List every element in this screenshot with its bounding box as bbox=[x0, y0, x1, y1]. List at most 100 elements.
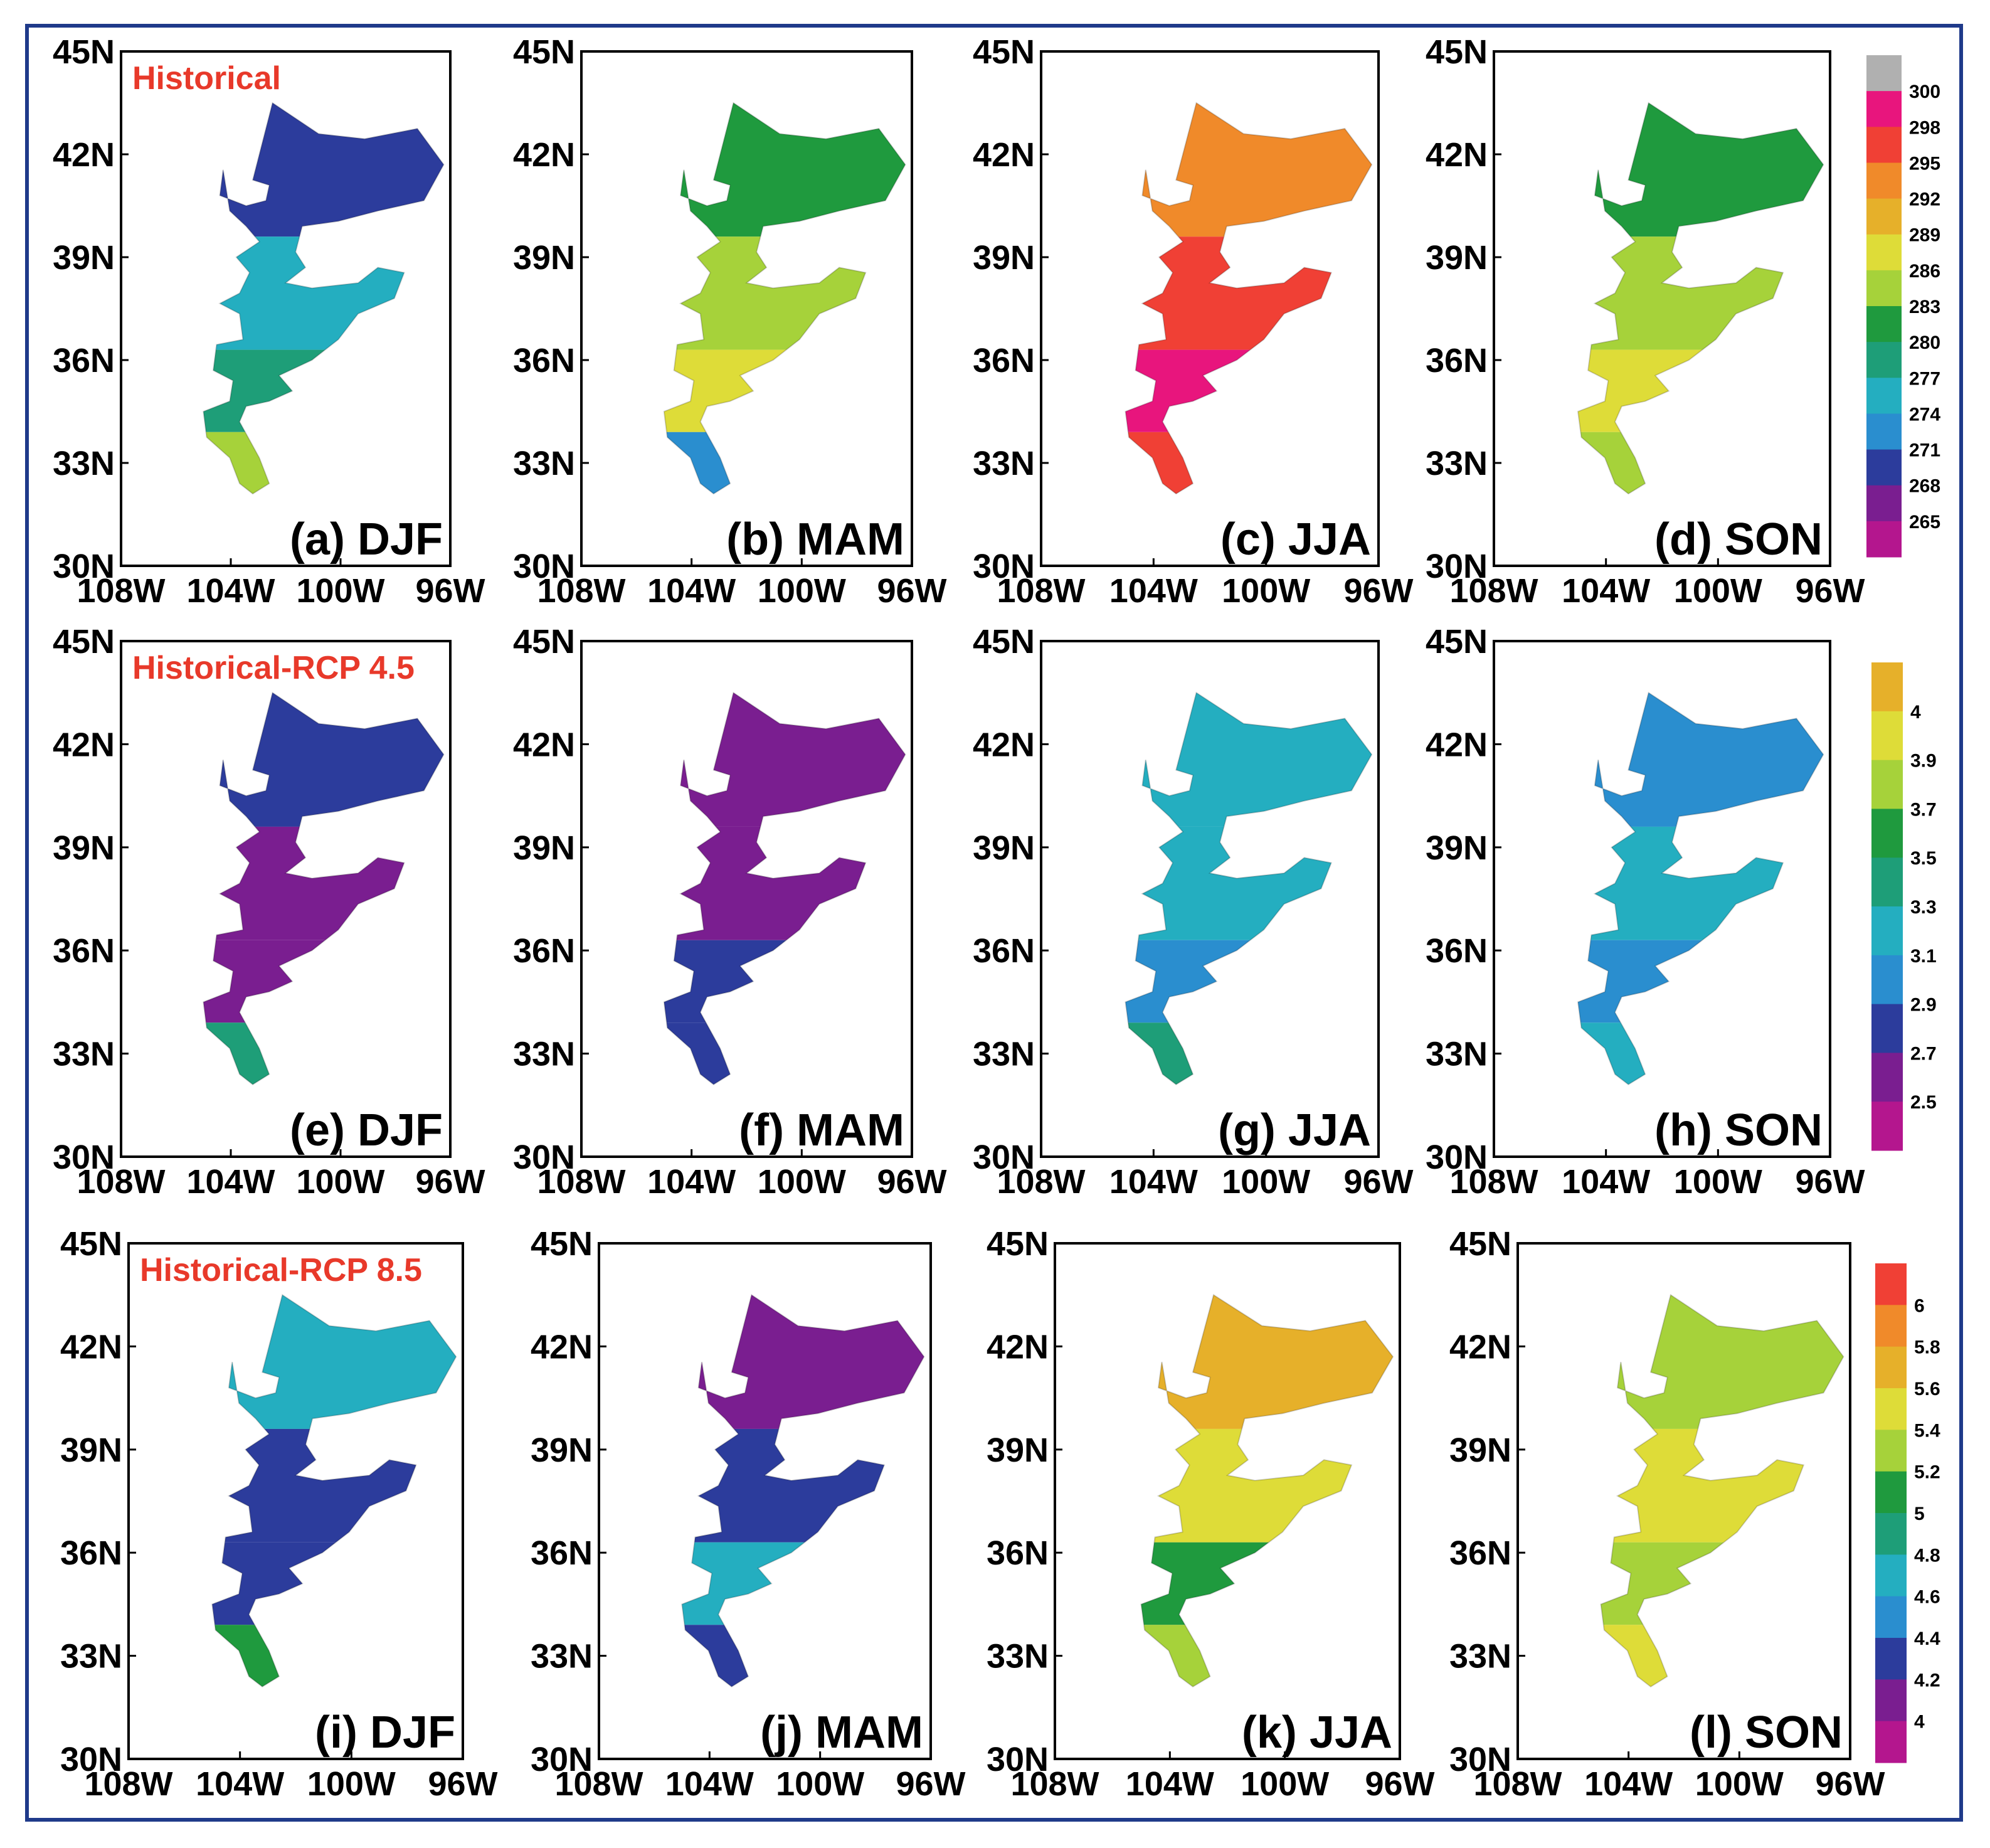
lat-tick-label: 36N bbox=[53, 932, 115, 970]
lon-tick-label: 96W bbox=[1343, 1163, 1413, 1201]
lat-tick-label: 30N bbox=[1426, 1139, 1488, 1176]
colorbar-label: 283 bbox=[1909, 297, 1940, 317]
lat-tick-label: 33N bbox=[53, 445, 115, 482]
lat-tick-label: 30N bbox=[53, 548, 115, 585]
basin-outline bbox=[1577, 691, 1824, 1086]
lon-tick-label: 104W bbox=[1584, 1765, 1673, 1803]
panel-label: (l) SON bbox=[1690, 1707, 1843, 1758]
colorbar-swatch bbox=[1866, 521, 1902, 558]
lat-tick-label: 45N bbox=[60, 1225, 122, 1263]
panel-label: (k) JJA bbox=[1242, 1707, 1392, 1758]
lon-tick-label: 96W bbox=[1365, 1765, 1434, 1803]
lat-tick-label: 39N bbox=[53, 239, 115, 277]
lat-tick-label: 45N bbox=[53, 623, 115, 661]
panel-label: (f) MAM bbox=[739, 1105, 904, 1155]
colorbar-swatch bbox=[1875, 1346, 1907, 1389]
colorbar-swatch bbox=[1866, 55, 1902, 92]
lon-tick-label: 96W bbox=[896, 1765, 965, 1803]
lon-tick-label: 96W bbox=[1795, 572, 1865, 610]
lon-tick-label: 96W bbox=[1795, 1163, 1865, 1201]
colorbar-swatch bbox=[1875, 1721, 1907, 1763]
lat-tick-label: 45N bbox=[987, 1225, 1049, 1263]
lat-tick-label: 39N bbox=[513, 829, 575, 867]
map-region bbox=[1578, 940, 1824, 1023]
lat-tick-label: 36N bbox=[973, 342, 1035, 380]
map-region bbox=[203, 236, 444, 350]
lat-tick-label: 45N bbox=[1426, 33, 1488, 71]
colorbar-swatch bbox=[1866, 342, 1902, 378]
colorbar-swatch bbox=[1871, 662, 1903, 712]
lat-tick-label: 30N bbox=[531, 1741, 593, 1778]
lat-tick-label: 42N bbox=[53, 726, 115, 763]
lon-tick-label: 96W bbox=[877, 572, 946, 610]
colorbar-swatch bbox=[1875, 1679, 1907, 1722]
map-region bbox=[1141, 1295, 1393, 1429]
map-region bbox=[203, 940, 444, 1023]
lat-tick-label: 45N bbox=[53, 33, 115, 71]
lat-tick-label: 33N bbox=[60, 1638, 122, 1675]
lon-tick-label: 104W bbox=[1109, 572, 1198, 610]
lat-tick-label: 30N bbox=[53, 1139, 115, 1176]
map-region bbox=[664, 236, 906, 350]
lon-tick-label: 108W bbox=[554, 1765, 643, 1803]
colorbar-label: 3.7 bbox=[1910, 799, 1937, 820]
lat-tick-label: 30N bbox=[973, 548, 1035, 585]
colorbar-swatch bbox=[1875, 1305, 1907, 1347]
colorbar-label: 5.6 bbox=[1914, 1379, 1940, 1399]
lat-tick-label: 39N bbox=[53, 829, 115, 867]
colorbar-swatch bbox=[1871, 1102, 1903, 1151]
colorbar-label: 3.5 bbox=[1910, 848, 1937, 869]
lon-tick-label: 104W bbox=[1109, 1163, 1198, 1201]
colorbar-label: 6 bbox=[1914, 1295, 1925, 1316]
lat-tick-label: 36N bbox=[1426, 342, 1488, 380]
lat-tick-label: 36N bbox=[973, 932, 1035, 970]
map-region bbox=[1125, 940, 1372, 1023]
lat-tick-label: 36N bbox=[513, 342, 575, 380]
map-region bbox=[1125, 693, 1372, 827]
lon-tick-label: 104W bbox=[186, 1163, 275, 1201]
lat-tick-label: 39N bbox=[1426, 829, 1488, 867]
lon-tick-label: 96W bbox=[877, 1163, 946, 1201]
lon-tick-label: 108W bbox=[1449, 572, 1538, 610]
basin-outline bbox=[203, 102, 445, 495]
map-region bbox=[664, 826, 906, 940]
lat-tick-label: 30N bbox=[513, 548, 575, 585]
lon-tick-label: 96W bbox=[415, 572, 485, 610]
map-region bbox=[1125, 236, 1372, 350]
lat-tick-label: 39N bbox=[987, 1431, 1049, 1469]
colorbar-label: 4 bbox=[1910, 702, 1921, 723]
colorbar-label: 286 bbox=[1909, 261, 1940, 282]
colorbar-swatch bbox=[1866, 485, 1902, 522]
colorbar-label: 5 bbox=[1914, 1504, 1925, 1524]
lat-tick-label: 36N bbox=[513, 932, 575, 970]
lat-tick-label: 30N bbox=[513, 1139, 575, 1176]
panel-frame bbox=[120, 640, 452, 1158]
lat-tick-label: 36N bbox=[60, 1534, 122, 1572]
map-region bbox=[1601, 1542, 1844, 1625]
colorbar-label: 4 bbox=[1914, 1712, 1925, 1733]
map-region bbox=[664, 693, 906, 827]
lat-tick-label: 36N bbox=[53, 342, 115, 380]
colorbar-label: 4.4 bbox=[1914, 1628, 1940, 1649]
colorbar-swatch bbox=[1866, 234, 1902, 271]
lat-tick-label: 39N bbox=[531, 1431, 593, 1469]
lon-tick-label: 108W bbox=[84, 1765, 172, 1803]
lat-tick-label: 45N bbox=[513, 623, 575, 661]
colorbar-swatch bbox=[1871, 1053, 1903, 1102]
colorbar-swatch bbox=[1871, 809, 1903, 858]
panel-frame bbox=[580, 50, 913, 567]
colorbar-swatch bbox=[1871, 955, 1903, 1005]
panel-frame bbox=[1040, 50, 1380, 567]
lat-tick-label: 42N bbox=[60, 1328, 122, 1366]
panel-label: (i) DJF bbox=[315, 1707, 455, 1758]
colorbar-swatch bbox=[1871, 711, 1903, 761]
lon-tick-label: 104W bbox=[1126, 1765, 1214, 1803]
panel-frame bbox=[1040, 640, 1380, 1158]
lon-tick-label: 108W bbox=[77, 1163, 165, 1201]
colorbar-swatch bbox=[1866, 413, 1902, 450]
lat-tick-label: 39N bbox=[60, 1431, 122, 1469]
map-region bbox=[1125, 826, 1372, 940]
